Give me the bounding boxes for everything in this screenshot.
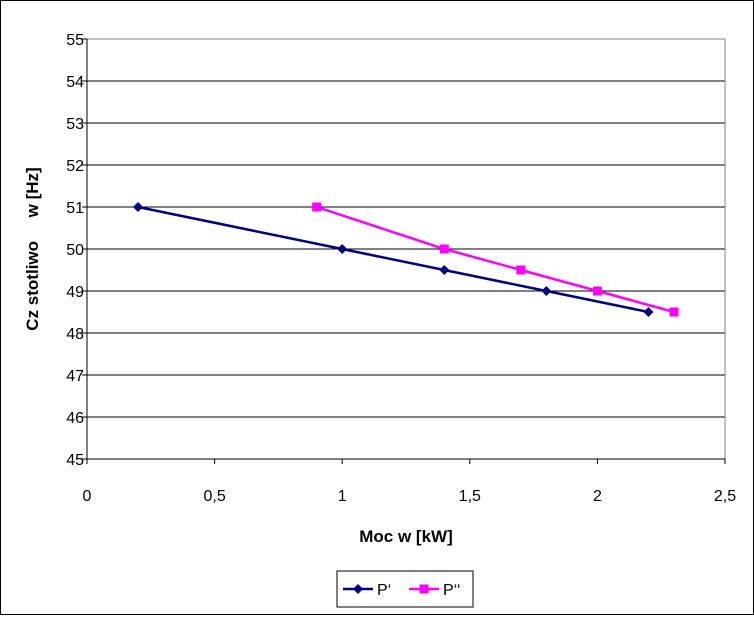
data-point [439,265,450,275]
data-point [312,202,322,212]
y-tick-label: 47 [66,368,84,385]
series-line [137,205,649,314]
data-point [133,202,144,212]
y-tick-label: 53 [66,116,84,133]
legend: P‘ P‘‘ [336,570,474,608]
data-point [592,286,602,296]
legend-label: P‘ [377,582,391,599]
grid-lines [87,80,725,418]
y-tick-label: 49 [66,284,84,301]
x-tick-label: 1 [338,488,347,505]
data-point [669,307,679,317]
axes [82,38,726,464]
series-group [133,202,679,317]
data-point [337,244,348,254]
y-tick-label: 51 [66,200,84,217]
x-tick-label: 2 [593,488,602,505]
y-tick-label: 55 [66,32,84,49]
legend-marker [353,584,363,594]
x-axis-label: Moc w [kW] [359,527,453,546]
x-tick-label: 0 [83,488,92,505]
y-tick-labels: 45 46 47 48 49 50 51 52 53 54 55 [66,32,84,469]
y-tick-label: 52 [66,158,84,175]
data-point [643,307,654,317]
y-tick-label: 54 [66,74,84,91]
x-tick-label: 0,5 [203,488,225,505]
data-point [439,244,449,254]
legend-marker [419,584,429,594]
x-tick-labels: 0 0,5 1 1,5 2 2,5 [83,488,737,505]
y-tick-label: 50 [66,242,84,259]
data-point [516,265,526,275]
legend-item-1: P‘ [343,582,391,599]
series-2 [312,202,679,317]
x-tick-label: 1,5 [459,488,481,505]
legend-item-2: P‘‘ [409,582,461,599]
y-axis-label: Cz stotliwo w [Hz] [23,167,42,330]
series-line [316,205,675,314]
y-tick-label: 46 [66,410,84,427]
x-tick-label: 2,5 [714,488,736,505]
legend-label: P‘‘ [443,582,461,599]
data-point [541,286,552,296]
series-1 [133,202,654,317]
y-tick-label: 48 [66,326,84,343]
y-tick-label: 45 [66,452,84,469]
